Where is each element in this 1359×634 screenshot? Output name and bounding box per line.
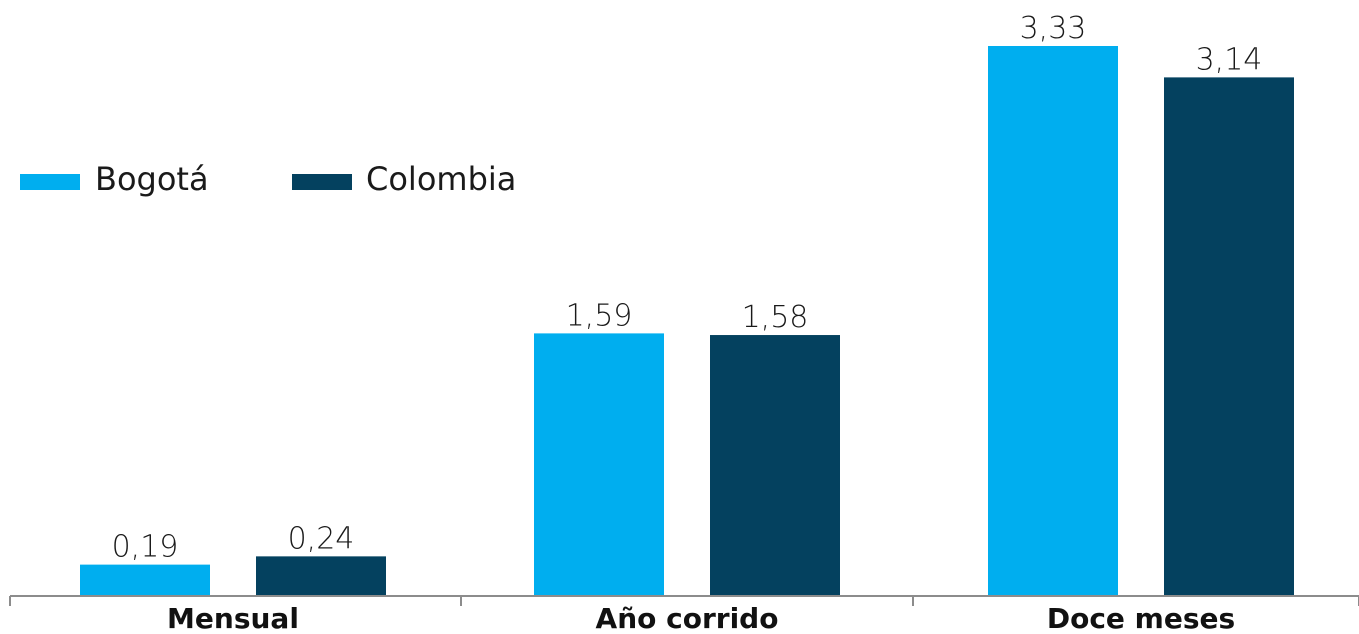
bar-bogot-2 [988, 46, 1118, 596]
bar-colombia-1 [710, 335, 840, 596]
data-label: 3,14 [1196, 42, 1263, 77]
data-label: 1,59 [566, 298, 633, 333]
bar-colombia-2 [1164, 77, 1294, 597]
bars: 0,19 0,24 1,59 1,58 3,33 3,14 [80, 11, 1294, 597]
x-tick-label: Doce meses [1047, 602, 1235, 634]
x-tick-label: Mensual [167, 602, 299, 634]
x-axis: Mensual Año corrido Doce meses [9, 595, 1359, 634]
bar-colombia-0 [256, 556, 386, 596]
legend-swatch-colombia [292, 174, 352, 190]
data-label: 3,33 [1020, 11, 1087, 46]
legend-label-bogota: Bogotá [95, 160, 209, 198]
legend-swatch-bogota [20, 174, 80, 190]
bar-bogot-1 [534, 333, 664, 596]
bar-bogot-0 [80, 564, 210, 596]
data-label: 0,19 [112, 530, 179, 565]
legend-label-colombia: Colombia [366, 160, 516, 198]
x-tick-label: Año corrido [596, 602, 779, 634]
data-label: 1,58 [742, 300, 809, 335]
data-label: 0,24 [288, 521, 355, 556]
legend: Bogotá Colombia [20, 160, 516, 198]
